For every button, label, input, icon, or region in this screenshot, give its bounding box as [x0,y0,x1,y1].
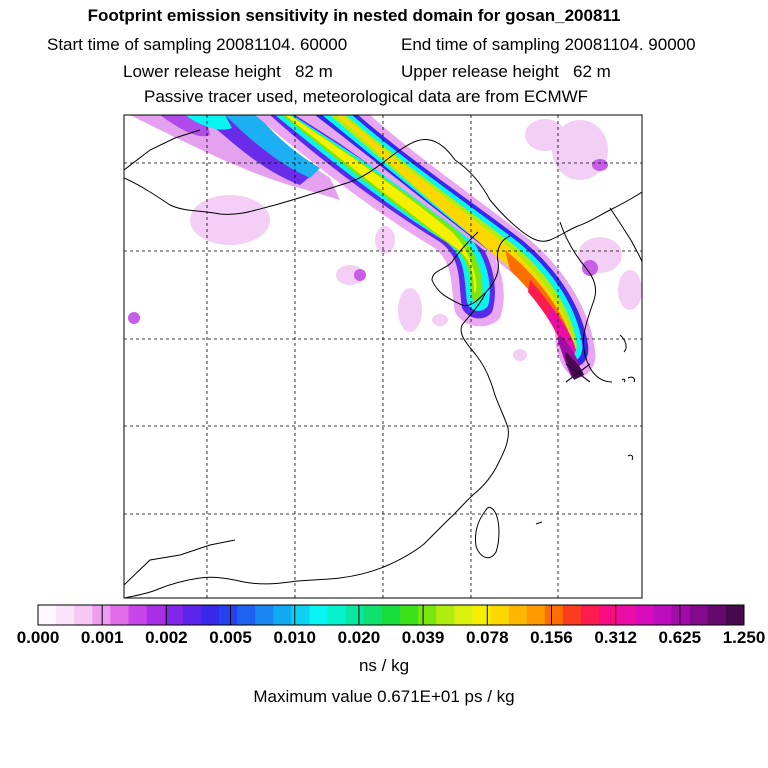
colorbar-tick-label: 0.002 [145,628,188,647]
upper-release-label: Upper release height 62 m [401,62,611,81]
colorbar-swatch [219,605,238,625]
colorbar-swatch [92,605,111,625]
receptor-marker [565,363,591,383]
colorbar-swatch [454,605,473,625]
colorbar-tick-label: 0.005 [209,628,252,647]
colorbar-tick-label: 0.078 [465,628,509,647]
colorbar-swatch [74,605,93,625]
colorbar [38,605,745,625]
coastlines [124,129,642,598]
colorbar-swatch [345,605,365,625]
colorbar-swatch [200,605,220,625]
colorbar-swatch [56,605,75,625]
colorbar-swatch [255,605,274,625]
colorbar-swatch [164,605,184,625]
colorbar-swatch [418,605,437,625]
colorbar-tick-label: 0.010 [273,628,316,647]
colorbar-swatch [110,605,130,625]
sensitivity-field [128,115,642,380]
colorbar-swatch [182,605,202,625]
colorbar-tick-label: 0.039 [401,628,445,647]
chart-title: Footprint emission sensitivity in nested… [87,6,621,25]
colorbar-swatch [526,605,546,625]
start-time-label: Start time of sampling 20081104. 60000 [47,35,348,54]
colorbar-tick-label: 1.250 [722,628,766,647]
colorbar-swatch [436,605,455,625]
map-frame [123,114,643,599]
colorbar-swatch [544,605,564,625]
end-time-label: End time of sampling 20081104. 90000 [401,35,696,54]
colorbar-tick-label: 0.001 [80,628,124,647]
colorbar-tick-label: 0.312 [594,628,637,647]
colorbar-swatch [635,605,654,625]
colorbar-swatch [508,605,528,625]
colorbar-swatch [562,605,582,625]
colorbar-swatch [490,605,510,625]
colorbar-tick-label: 0.625 [658,628,702,647]
max-value-label: Maximum value 0.671E+01 ps / kg [253,687,515,706]
colorbar-swatch [363,605,383,625]
colorbar-swatch [128,605,148,625]
tracer-note: Passive tracer used, meteorological data… [144,87,589,106]
colorbar-swatch [38,605,57,625]
colorbar-tick-label: 0.020 [337,628,381,647]
colorbar-tick-label: 0.156 [530,628,573,647]
colorbar-tick-label: 0.000 [16,628,60,647]
colorbar-swatch [273,605,292,625]
colorbar-swatch [671,605,691,625]
colorbar-swatch [689,605,709,625]
colorbar-swatch [146,605,166,625]
colorbar-swatch [617,605,636,625]
colorbar-swatch [599,605,618,625]
colorbar-swatch [381,605,401,625]
colorbar-units: ns / kg [358,656,410,675]
colorbar-swatch [291,605,311,625]
lat-lon-grid [124,115,642,598]
colorbar-swatch [309,605,329,625]
colorbar-dividers [37,605,745,625]
colorbar-swatch [472,605,492,625]
colorbar-swatch [400,605,419,625]
colorbar-swatch [707,605,727,625]
colorbar-swatch [327,605,347,625]
lower-release-label: Lower release height 82 m [123,62,333,81]
colorbar-swatch [653,605,673,625]
colorbar-swatch [237,605,256,625]
colorbar-swatch [725,605,745,625]
colorbar-swatch [581,605,600,625]
